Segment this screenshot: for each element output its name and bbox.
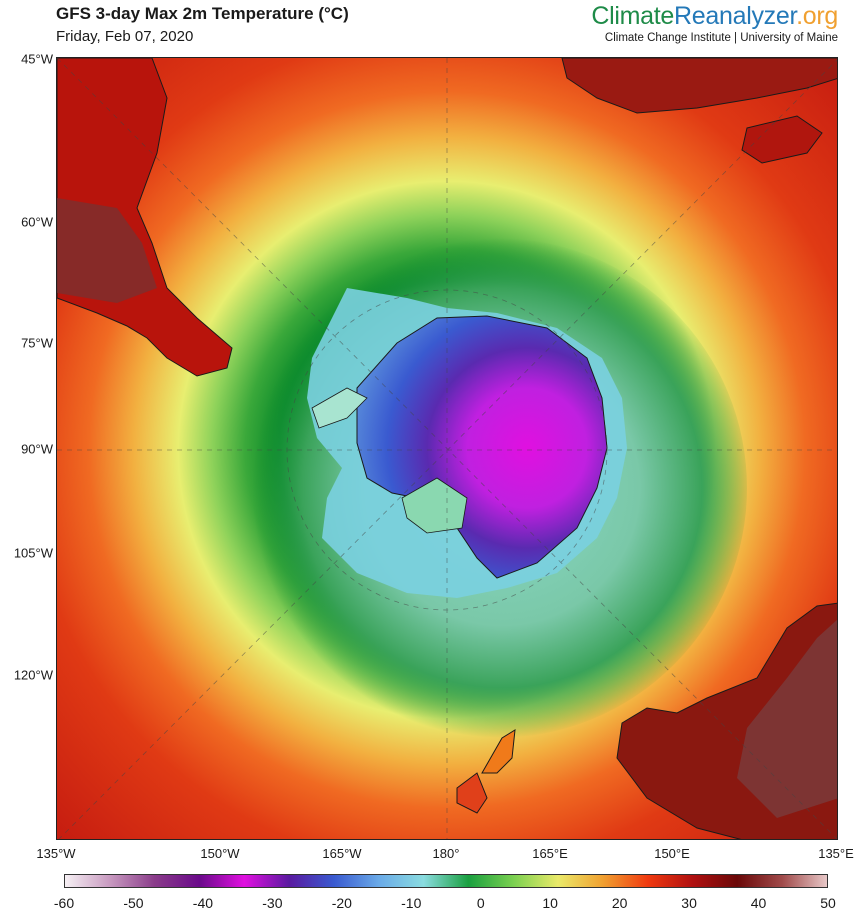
axis-label-bottom: 165°E: [532, 846, 568, 861]
temperature-map: [56, 57, 838, 840]
colorbar-tick-label: -60: [53, 895, 75, 911]
colorbar-tick-label: 30: [681, 895, 697, 911]
institution-label: Climate Change Institute | University of…: [604, 32, 838, 44]
antarctic-peninsula: [311, 387, 368, 429]
brand-logo-part3: .org: [796, 2, 838, 30]
graticule: [57, 58, 837, 839]
colorbar-tick-label: -10: [401, 895, 422, 911]
brand-logo[interactable]: ClimateReanalyzer.org: [591, 2, 838, 31]
axis-label-bottom: 135°W: [36, 846, 76, 861]
axis-label-bottom: 150°W: [200, 846, 240, 861]
landmass-new-zealand-north: [481, 729, 516, 774]
ross-sea: [401, 477, 468, 534]
colorbar-tick-label: 0: [476, 895, 485, 911]
axis-label-left: 75°W: [21, 335, 53, 351]
axis-label-left: 120°W: [13, 667, 53, 683]
landmass-africa: [561, 58, 837, 114]
axis-label-left: 45°W: [21, 51, 53, 67]
axis-label-bottom: 150°E: [654, 846, 690, 861]
colorbar-tick-label: -40: [192, 895, 214, 911]
chart-title: GFS 3-day Max 2m Temperature (°C): [56, 4, 349, 23]
axis-label-left: 60°W: [21, 214, 53, 230]
colorbar-tick-label: -20: [331, 895, 352, 911]
andes-region: [57, 198, 157, 303]
axis-label-bottom: 135°E: [818, 846, 854, 861]
brand-logo-part1: Climate: [591, 2, 675, 30]
colorbar-tick-label: -50: [123, 895, 144, 911]
colorbar-tick-label: 40: [750, 895, 767, 911]
axis-label-bottom: 165°W: [322, 846, 362, 861]
colorbar-tick-label: 10: [542, 895, 558, 911]
colorbar-tick-label: 50: [820, 895, 836, 911]
landmass-antarctica: [356, 315, 608, 579]
brand-logo-part2: Reanalyzer: [674, 2, 797, 30]
date-label: Friday, Feb 07, 2020: [56, 28, 194, 45]
colorbar-tick-label: -30: [262, 895, 283, 911]
colorbar: [64, 874, 828, 888]
colorbar-tick-label: 20: [611, 895, 628, 911]
australia-interior: [737, 619, 837, 818]
axis-label-bottom: 180°: [432, 846, 460, 861]
axis-label-left: 90°W: [21, 441, 53, 457]
landmass-madagascar: [741, 115, 823, 164]
axis-label-left: 105°W: [13, 545, 53, 561]
landmass-new-zealand-south: [456, 772, 488, 814]
